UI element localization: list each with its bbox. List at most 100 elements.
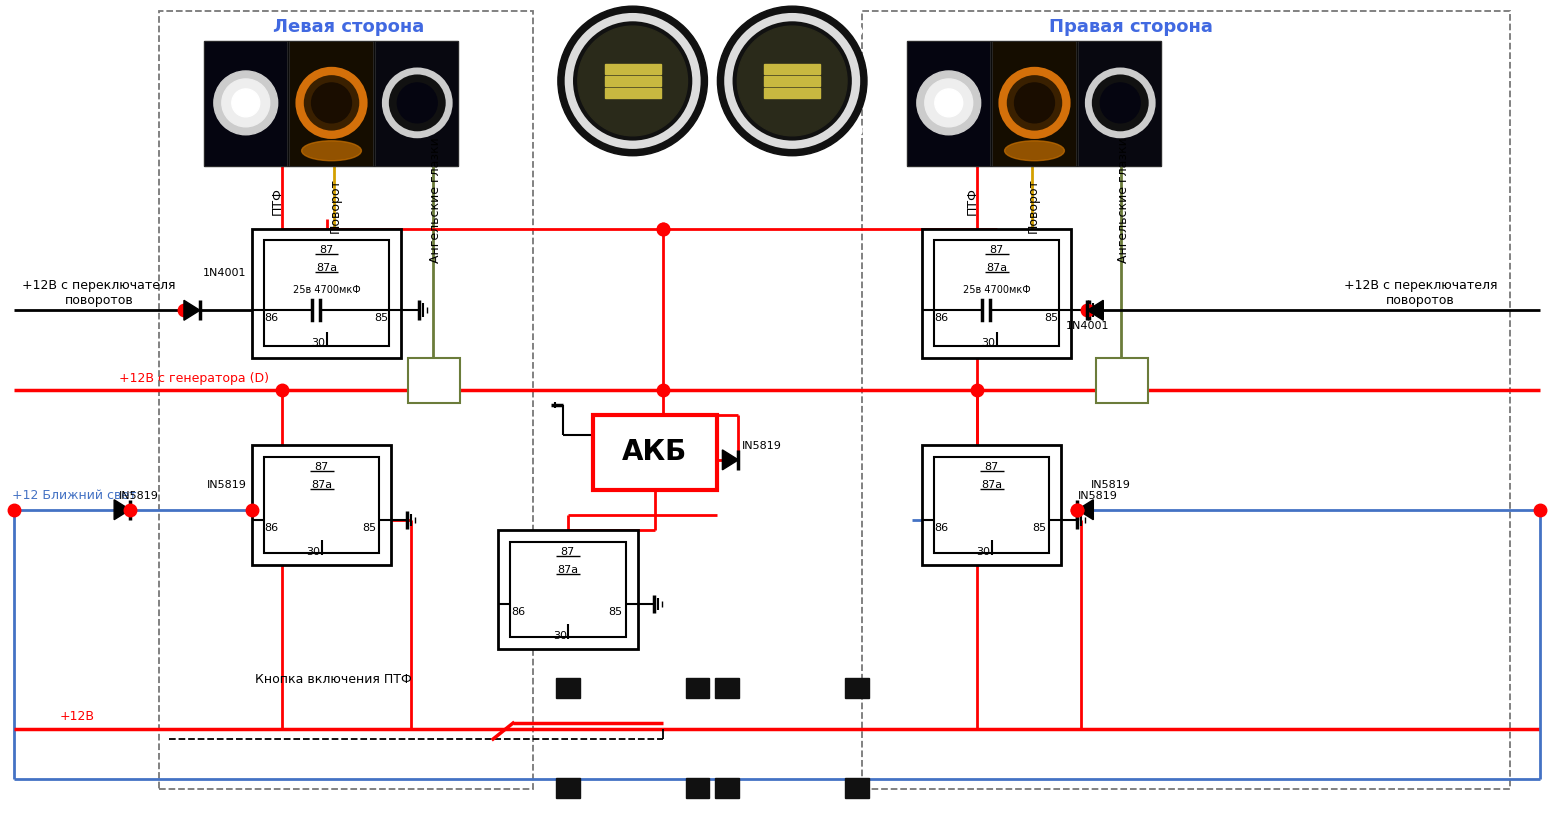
Circle shape: [213, 71, 277, 135]
Bar: [375, 41, 458, 165]
Circle shape: [221, 79, 269, 127]
Bar: [556, 778, 579, 798]
Circle shape: [693, 126, 702, 136]
Circle shape: [925, 79, 973, 127]
Bar: [934, 457, 1049, 553]
Circle shape: [1015, 83, 1054, 123]
Bar: [685, 678, 710, 698]
Text: 30: 30: [981, 338, 995, 348]
Text: 87а: 87а: [986, 264, 1007, 274]
Circle shape: [722, 26, 732, 36]
Text: +12В с переключателя
поворотов: +12В с переключателя поворотов: [22, 279, 176, 307]
Text: ПТФ: ПТФ: [967, 187, 979, 215]
Bar: [159, 11, 532, 789]
Text: 25в 4700мкФ: 25в 4700мкФ: [962, 285, 1031, 296]
Polygon shape: [1077, 500, 1093, 520]
Text: Левая сторона: Левая сторона: [272, 18, 424, 36]
Text: 1N4001: 1N4001: [1065, 321, 1109, 331]
Text: 30: 30: [311, 338, 325, 348]
Bar: [604, 88, 660, 98]
Text: 86: 86: [934, 313, 948, 324]
Circle shape: [557, 7, 707, 156]
Bar: [715, 778, 740, 798]
Circle shape: [299, 71, 363, 135]
Text: 87: 87: [315, 462, 329, 472]
Circle shape: [934, 89, 962, 117]
Bar: [252, 445, 391, 564]
Bar: [1079, 41, 1162, 165]
Text: 87: 87: [561, 546, 575, 557]
Circle shape: [562, 26, 573, 36]
Text: 87а: 87а: [981, 480, 1003, 490]
Text: 85: 85: [363, 523, 377, 532]
Bar: [511, 541, 626, 637]
Bar: [845, 778, 869, 798]
Circle shape: [738, 26, 847, 136]
Ellipse shape: [302, 141, 361, 161]
Text: IN5819: IN5819: [1091, 480, 1132, 490]
Circle shape: [311, 83, 352, 123]
Bar: [604, 76, 660, 86]
Text: 86: 86: [265, 313, 279, 324]
Text: 85: 85: [1045, 313, 1059, 324]
Polygon shape: [1087, 301, 1104, 320]
Text: 87а: 87а: [316, 264, 338, 274]
Bar: [764, 88, 821, 98]
Polygon shape: [722, 450, 738, 470]
Bar: [934, 241, 1059, 346]
Text: ПТФ: ПТФ: [271, 187, 285, 215]
Bar: [922, 229, 1071, 358]
Circle shape: [1088, 71, 1152, 135]
Text: 86: 86: [265, 523, 279, 532]
Circle shape: [852, 26, 863, 36]
Bar: [764, 76, 821, 86]
Text: АКБ: АКБ: [621, 438, 687, 466]
Text: Ангельские глазки: Ангельские глазки: [1116, 138, 1130, 264]
Bar: [992, 41, 1076, 165]
Text: +12В: +12В: [59, 709, 95, 722]
Circle shape: [232, 89, 260, 117]
Bar: [263, 457, 380, 553]
Circle shape: [562, 126, 573, 136]
Text: +12 Ближний свет: +12 Ближний свет: [12, 489, 137, 502]
Text: 30: 30: [307, 546, 321, 557]
Bar: [604, 64, 660, 74]
Text: 30: 30: [976, 546, 990, 557]
Text: 87а: 87а: [557, 564, 578, 575]
Circle shape: [693, 26, 702, 36]
Text: +12В с генератора (D): +12В с генератора (D): [120, 372, 269, 385]
Text: Поворот: Поворот: [329, 179, 343, 233]
Bar: [715, 678, 740, 698]
Text: 30: 30: [553, 631, 567, 641]
Text: 85: 85: [609, 608, 623, 618]
Circle shape: [852, 126, 863, 136]
Text: 87: 87: [319, 246, 333, 256]
Text: 87а: 87а: [311, 480, 332, 490]
Text: IN5819: IN5819: [743, 441, 782, 451]
Circle shape: [578, 26, 688, 136]
Circle shape: [386, 71, 448, 135]
Circle shape: [718, 7, 867, 156]
Text: 25в 4700мкФ: 25в 4700мкФ: [293, 285, 360, 296]
Circle shape: [397, 83, 438, 123]
Bar: [288, 41, 374, 165]
Text: 85: 85: [1032, 523, 1046, 532]
Text: Правая сторона: Правая сторона: [1049, 18, 1213, 36]
Circle shape: [722, 126, 732, 136]
Circle shape: [1101, 83, 1140, 123]
Bar: [556, 678, 579, 698]
Bar: [263, 241, 389, 346]
Bar: [498, 530, 638, 649]
Bar: [1096, 358, 1148, 403]
Text: 86: 86: [511, 608, 525, 618]
Bar: [408, 358, 461, 403]
Bar: [845, 678, 869, 698]
Bar: [685, 778, 710, 798]
Polygon shape: [184, 301, 199, 320]
Text: IN5819: IN5819: [120, 491, 159, 500]
Bar: [906, 41, 990, 165]
Text: +12В с переключателя
поворотов: +12В с переключателя поворотов: [1344, 279, 1498, 307]
Bar: [593, 415, 718, 490]
Ellipse shape: [1004, 141, 1065, 161]
Text: Кнопка включения ПТФ: Кнопка включения ПТФ: [255, 672, 413, 686]
